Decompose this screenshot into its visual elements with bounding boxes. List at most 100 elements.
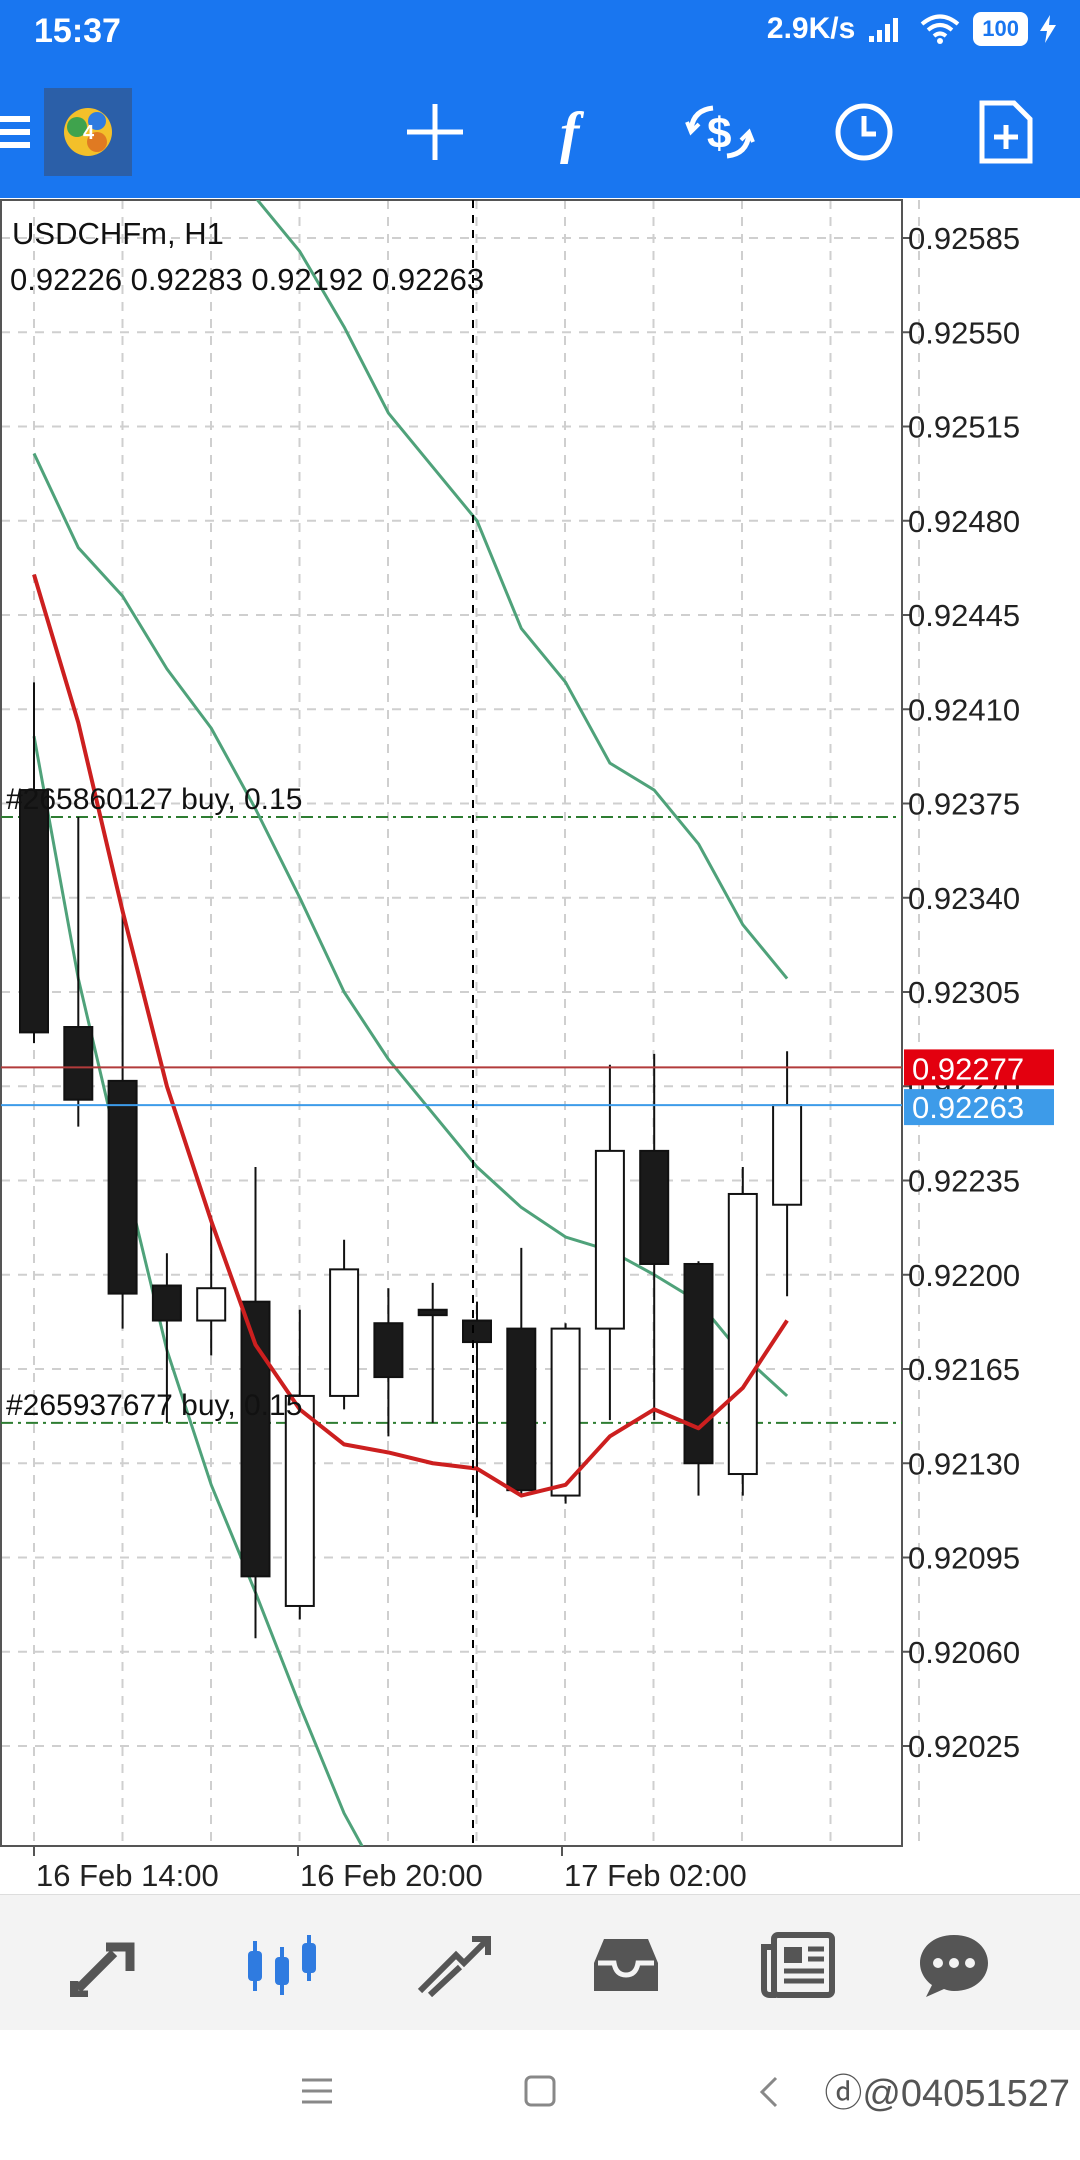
ohlc-values: 0.92226 0.92283 0.92192 0.92263 <box>10 262 484 297</box>
toolbar: 4 f $ <box>0 66 1080 198</box>
band-upper-line <box>255 200 789 980</box>
candle <box>329 1239 360 1410</box>
y-tick-label: 0.92375 <box>908 787 1020 822</box>
y-tick-label: 0.92130 <box>908 1446 1020 1481</box>
menu-icon[interactable] <box>0 94 40 170</box>
wifi-icon <box>921 14 960 44</box>
candle-body <box>594 1149 625 1330</box>
y-tick-label: 0.92515 <box>908 410 1020 445</box>
candle-body <box>196 1287 227 1322</box>
candle <box>63 816 94 1127</box>
candle-body <box>19 789 49 1034</box>
candle-body <box>683 1262 714 1465</box>
band-lower-line <box>32 735 364 1846</box>
watermark: ⓓ@04051527 <box>824 2073 1070 2115</box>
y-tick-label: 0.92305 <box>908 975 1020 1010</box>
bid-price-label: 0.92277 <box>912 1051 1024 1086</box>
svg-text:f: f <box>560 100 585 164</box>
clock-icon[interactable] <box>826 94 902 170</box>
candle <box>196 1215 227 1356</box>
x-tick-label: 17 Feb 02:00 <box>564 1858 747 1893</box>
charging-icon <box>1040 15 1056 43</box>
history-nav-icon[interactable] <box>584 1923 668 2007</box>
x-tick-label: 16 Feb 14:00 <box>36 1858 219 1893</box>
y-tick-label: 0.92585 <box>908 221 1020 256</box>
plot-frame <box>0 199 903 1847</box>
trade-nav-icon[interactable] <box>412 1923 496 2007</box>
candle-body <box>772 1104 803 1206</box>
y-tick-label: 0.92095 <box>908 1541 1020 1576</box>
candle-body <box>506 1327 537 1492</box>
y-tick-label: 0.92550 <box>908 315 1020 350</box>
candle-body <box>417 1308 448 1317</box>
status-bar: 15:37 2.9K/s 100 <box>0 0 1080 66</box>
status-right: 2.9K/s 100 <box>767 12 1056 46</box>
candle <box>373 1288 404 1437</box>
home-icon[interactable] <box>523 2074 557 2108</box>
candle <box>417 1282 448 1423</box>
candle-body <box>462 1319 492 1344</box>
bands <box>32 200 789 1846</box>
order-label-2: #265937677 buy, 0.15 <box>6 1389 302 1422</box>
candle <box>772 1051 803 1297</box>
symbol-title: USDCHFm, H1 <box>12 216 224 251</box>
candle-body <box>727 1192 758 1476</box>
charts-nav-icon[interactable] <box>240 1923 324 2007</box>
candle-body <box>107 1079 138 1295</box>
svg-text:$: $ <box>707 109 731 158</box>
candle-body <box>639 1149 670 1265</box>
back-icon[interactable] <box>756 2074 780 2110</box>
y-tick-label: 0.92480 <box>908 504 1020 539</box>
order-label-1: #265860127 buy, 0.15 <box>6 783 302 816</box>
crosshair-icon[interactable] <box>397 94 473 170</box>
candle <box>639 1053 670 1421</box>
candle <box>19 682 49 1044</box>
ask-price-label: 0.92263 <box>912 1090 1024 1125</box>
candle <box>594 1064 625 1421</box>
messages-nav-icon[interactable] <box>912 1923 996 2007</box>
x-tick-label: 16 Feb 20:00 <box>300 1858 483 1893</box>
ask-price-box <box>904 1089 1054 1126</box>
candle <box>151 1253 182 1423</box>
quotes-nav-icon[interactable] <box>66 1923 150 2007</box>
chart-area[interactable]: 0.92585 0.92550 0.92515 0.92480 0.92445 0.924… <box>0 198 1080 1894</box>
new-order-icon[interactable] <box>968 94 1044 170</box>
y-tick-label: 0.92410 <box>908 692 1020 727</box>
currency-exchange-icon[interactable]: $ <box>682 94 758 170</box>
net-speed: 2.9K/s <box>766 12 856 45</box>
candle <box>506 1247 537 1496</box>
price-chart[interactable]: 0.92585 0.92550 0.92515 0.92480 0.92445 0.924… <box>0 198 1080 1894</box>
candle <box>683 1261 714 1496</box>
candle-body <box>373 1322 404 1379</box>
y-tick-label: 0.92340 <box>908 881 1020 916</box>
candle <box>550 1323 581 1504</box>
candle <box>727 1167 758 1496</box>
candle-body <box>284 1394 315 1607</box>
bottom-nav <box>0 1894 1080 2031</box>
candle <box>107 911 138 1329</box>
candle-body <box>151 1284 182 1322</box>
candles <box>19 682 803 1639</box>
battery-icon: 100 <box>973 12 1028 46</box>
candle <box>462 1301 492 1518</box>
recent-apps-icon[interactable] <box>300 2074 334 2108</box>
price-lines <box>1 1066 902 1107</box>
y-tick-label: 0.92165 <box>908 1352 1020 1387</box>
y-tick-label: 0.92200 <box>908 1258 1020 1293</box>
signal-icon <box>869 18 899 42</box>
candle <box>284 1309 315 1620</box>
news-nav-icon[interactable] <box>756 1923 840 2007</box>
system-nav-bar <box>0 2030 1080 2160</box>
grid <box>1 200 920 1846</box>
candle-body <box>550 1327 581 1497</box>
y-tick-label: 0.92445 <box>908 598 1020 633</box>
svg-text:4: 4 <box>83 122 95 144</box>
app-logo[interactable]: 4 <box>44 88 132 176</box>
function-icon[interactable]: f <box>540 94 616 170</box>
y-tick-label: 0.92025 <box>908 1729 1020 1764</box>
bid-price-box <box>904 1049 1054 1086</box>
band-middle-line <box>32 452 789 1398</box>
candle-body <box>63 1026 94 1101</box>
x-axis: 16 Feb 14:00 16 Feb 20:00 17 Feb 02:00 <box>33 1846 747 1893</box>
candle-body <box>329 1268 360 1397</box>
